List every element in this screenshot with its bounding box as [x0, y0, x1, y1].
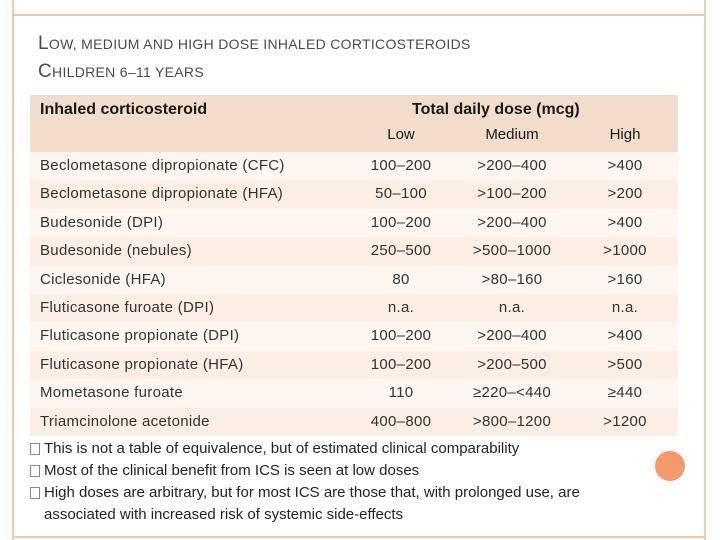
drug-name: Fluticasone propionate (HFA) [40, 355, 244, 373]
dose-low: n.a. [387, 298, 415, 316]
table-row: Fluticasone propionate (DPI) 100–200 >20… [30, 322, 678, 351]
header-low: Low [387, 126, 415, 143]
title-line-2: CHILDREN 6–11 YEARS [38, 61, 204, 82]
drug-name: Triamcinolone acetonide [40, 412, 210, 430]
dose-high: >1200 [603, 412, 647, 430]
bullet-box-icon [30, 443, 40, 455]
decorative-circle [655, 451, 685, 481]
notes-list: This is not a table of equivalence, but … [30, 438, 650, 526]
dose-low: 400–800 [370, 412, 432, 430]
dose-table: Beclometasone dipropionate (CFC) 100–200… [30, 152, 678, 436]
dose-low: 100–200 [370, 327, 432, 345]
bullet-box-icon [30, 487, 40, 499]
dose-low: 100–200 [370, 157, 432, 174]
header-total-dose: Total daily dose (mcg) [412, 101, 580, 118]
header-medium: Medium [485, 126, 539, 143]
drug-name: Ciclesonide (HFA) [40, 270, 166, 288]
note-text: High doses are arbitrary, but for most I… [44, 484, 580, 523]
dose-medium: ≥220–<440 [472, 384, 552, 402]
slide-title: LOW, MEDIUM AND HIGH DOSE INHALED CORTIC… [38, 30, 678, 86]
dose-medium: >200–500 [477, 355, 547, 373]
drug-name: Fluticasone furoate (DPI) [40, 298, 215, 316]
header-high: High [609, 126, 641, 143]
dose-high: >160 [607, 270, 643, 288]
table-row: Triamcinolone acetonide 400–800 >800–120… [30, 407, 678, 436]
slide-border-top [12, 14, 706, 16]
dose-low: 80 [392, 270, 410, 288]
dose-high: ≥440 [607, 384, 643, 402]
dose-low: 110 [388, 384, 414, 402]
bullet-box-icon [30, 465, 40, 477]
dose-medium: >200–400 [477, 327, 547, 345]
dose-medium: >500–1000 [472, 242, 552, 260]
table-row: Budesonide (nebules) 250–500 >500–1000 >… [30, 237, 678, 266]
table-row: Beclometasone dipropionate (HFA) 50–100 … [30, 180, 678, 209]
header-corticosteroid: Inhaled corticosteroid [40, 101, 208, 118]
dose-medium: >800–1200 [472, 412, 552, 430]
dose-low: 250–500 [370, 242, 432, 260]
note-text: Most of the clinical benefit from ICS is… [44, 462, 420, 479]
dose-low: 100–200 [370, 355, 432, 373]
dose-low: 50–100 [375, 185, 427, 203]
drug-name: Budesonide (nebules) [40, 242, 192, 260]
dose-high: >500 [607, 355, 643, 373]
note-text: This is not a table of equivalence, but … [44, 440, 520, 457]
drug-name: Beclometasone dipropionate (CFC) [40, 157, 285, 174]
dose-high: >400 [607, 213, 643, 231]
table-row: Fluticasone furoate (DPI) n.a. n.a. n.a. [30, 293, 678, 323]
dose-medium: >200–400 [477, 157, 547, 174]
drug-name: Mometasone furoate [40, 384, 183, 402]
list-item: This is not a table of equivalence, but … [30, 438, 650, 460]
drug-name: Budesonide (DPI) [40, 213, 164, 231]
table-row: Mometasone furoate 110 ≥220–<440 ≥440 [30, 379, 678, 408]
slide-border-bottom [12, 536, 706, 538]
table-row: Ciclesonide (HFA) 80 >80–160 >160 [30, 265, 678, 294]
title-line-1: LOW, MEDIUM AND HIGH DOSE INHALED CORTIC… [38, 33, 471, 54]
dose-high: >400 [607, 327, 643, 345]
slide-border-right [704, 0, 706, 540]
dose-high: n.a. [611, 298, 639, 316]
drug-name: Beclometasone dipropionate (HFA) [40, 185, 284, 203]
dose-medium: >100–200 [477, 185, 547, 203]
dose-high: >1000 [603, 242, 647, 260]
dose-high: >400 [607, 157, 643, 174]
dose-high: >200 [607, 185, 643, 203]
dose-medium: >80–160 [481, 270, 543, 288]
table-row: Fluticasone propionate (HFA) 100–200 >20… [30, 350, 678, 380]
table-row: Budesonide (DPI) 100–200 >200–400 >400 [30, 208, 678, 238]
table-row: Beclometasone dipropionate (CFC) 100–200… [30, 152, 678, 181]
drug-name: Fluticasone propionate (DPI) [40, 327, 240, 345]
slide-border-left [12, 0, 14, 540]
list-item: Most of the clinical benefit from ICS is… [30, 460, 650, 482]
dose-low: 100–200 [370, 213, 432, 231]
table-header: Inhaled corticosteroid Total daily dose … [30, 95, 678, 152]
dose-medium: n.a. [498, 298, 526, 316]
list-item: High doses are arbitrary, but for most I… [30, 482, 650, 526]
dose-medium: >200–400 [477, 213, 547, 231]
